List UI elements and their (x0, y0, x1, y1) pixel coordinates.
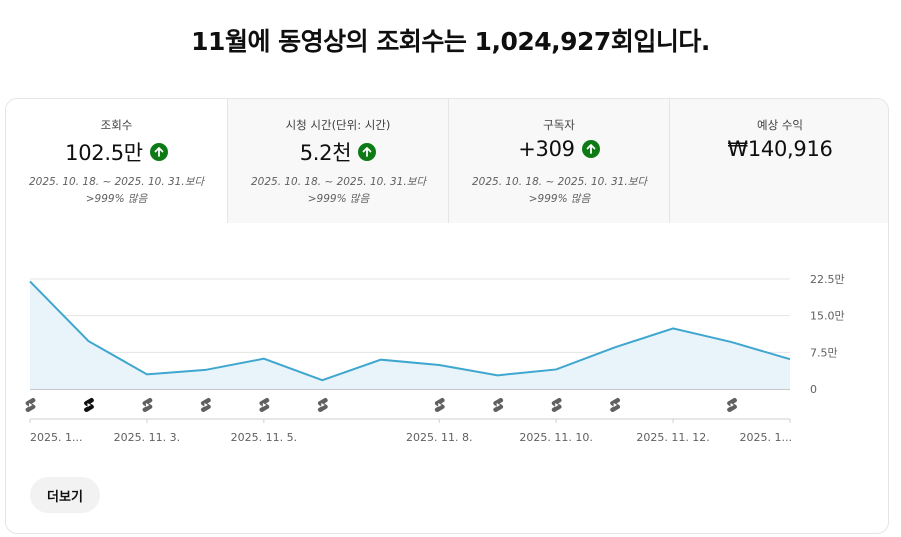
shorts-icon-play (438, 403, 442, 407)
shorts-icon-play (262, 403, 267, 407)
page-headline: 11월에 동영상의 조회수는 1,024,927회입니다. (191, 27, 710, 56)
shorts-icon-play (29, 403, 33, 407)
x-tick-label: 2025. 11. 12. (636, 431, 709, 444)
tab-views-label: 조회수 (100, 118, 133, 132)
arrow-up-icon (581, 140, 600, 158)
tab-views[interactable]: 조회수 102.5만 2025. 10. 18. ~ 2025. 10. 31.… (6, 99, 227, 223)
tab-revenue-label: 예상 수익 (757, 118, 803, 132)
shorts-icon-play (555, 403, 559, 407)
shorts-upload-icon (610, 397, 621, 412)
views-chart-svg: 0 7.5만 15.0만 22.5만 2025. 1... 2025. 11. 3. 202… (25, 273, 845, 444)
tab-revenue[interactable]: 예상 수익 ₩140,916 (669, 99, 888, 223)
tab-revenue-value: ₩140,916 (727, 137, 833, 161)
y-tick-label: 22.5만 (810, 273, 845, 286)
tab-subscribers[interactable]: 구독자 +309 2025. 10. 18. ~ 2025. 10. 31.보다… (448, 99, 669, 223)
views-line (29, 280, 791, 382)
arrow-up-icon (358, 143, 377, 161)
tab-watch-time-comparison: 2025. 10. 18. ~ 2025. 10. 31.보다 >999% 많음 (250, 176, 427, 205)
y-tick-label: 0 (810, 383, 817, 396)
tab-views-value: 102.5만 (65, 141, 143, 165)
y-tick-label: 7.5만 (810, 346, 838, 359)
shorts-icon-play (730, 403, 735, 407)
shorts-upload-icon (200, 397, 211, 412)
shorts-upload-icon (142, 397, 153, 412)
views-chart: 0 7.5만 15.0만 22.5만 2025. 1... 2025. 11. 3. 202… (6, 223, 888, 463)
x-tick-label: 2025. 11. 8. (406, 431, 472, 444)
shorts-upload-icon (727, 397, 738, 412)
more-button[interactable]: 더보기 (30, 477, 100, 513)
shorts-icon-play (204, 403, 208, 407)
shorts-upload-icon (25, 397, 36, 412)
shorts-icon-play (87, 403, 91, 407)
shorts-icon-play (321, 403, 325, 407)
tab-watch-time[interactable]: 시청 시간(단위: 시간) 5.2천 2025. 10. 18. ~ 2025.… (227, 99, 448, 223)
x-tick-label: 2025. 1... (740, 431, 792, 444)
metric-tabs: 조회수 102.5만 2025. 10. 18. ~ 2025. 10. 31.… (6, 99, 888, 223)
tab-subscribers-comparison: 2025. 10. 18. ~ 2025. 10. 31.보다 >999% 많음 (471, 176, 648, 205)
x-tick-label: 2025. 11. 10. (519, 431, 592, 444)
views-area-fill (30, 281, 790, 389)
shorts-upload-icon (259, 397, 270, 412)
arrow-up-icon (149, 143, 168, 161)
shorts-upload-icon (317, 397, 328, 412)
y-tick-label: 15.0만 (810, 310, 845, 323)
x-tick-label: 2025. 11. 5. (231, 431, 297, 444)
tab-subscribers-value: +309 (518, 137, 575, 161)
tab-watch-time-label: 시청 시간(단위: 시간) (285, 118, 391, 132)
shorts-upload-icon (493, 397, 504, 412)
shorts-upload-icon (83, 397, 94, 412)
shorts-icon-play (496, 403, 501, 407)
x-tick-label: 2025. 1... (30, 431, 82, 444)
shorts-upload-icon (551, 397, 562, 412)
shorts-icon-play (145, 403, 150, 407)
analytics-card: 조회수 102.5만 2025. 10. 18. ~ 2025. 10. 31.… (5, 98, 889, 534)
tab-views-comparison: 2025. 10. 18. ~ 2025. 10. 31.보다 >999% 많음 (28, 176, 205, 205)
tab-subscribers-label: 구독자 (543, 118, 575, 132)
x-tick-label: 2025. 11. 3. (114, 431, 180, 444)
shorts-icon-play (613, 403, 618, 407)
tab-watch-time-value: 5.2천 (299, 141, 352, 165)
shorts-upload-icon (434, 397, 445, 412)
